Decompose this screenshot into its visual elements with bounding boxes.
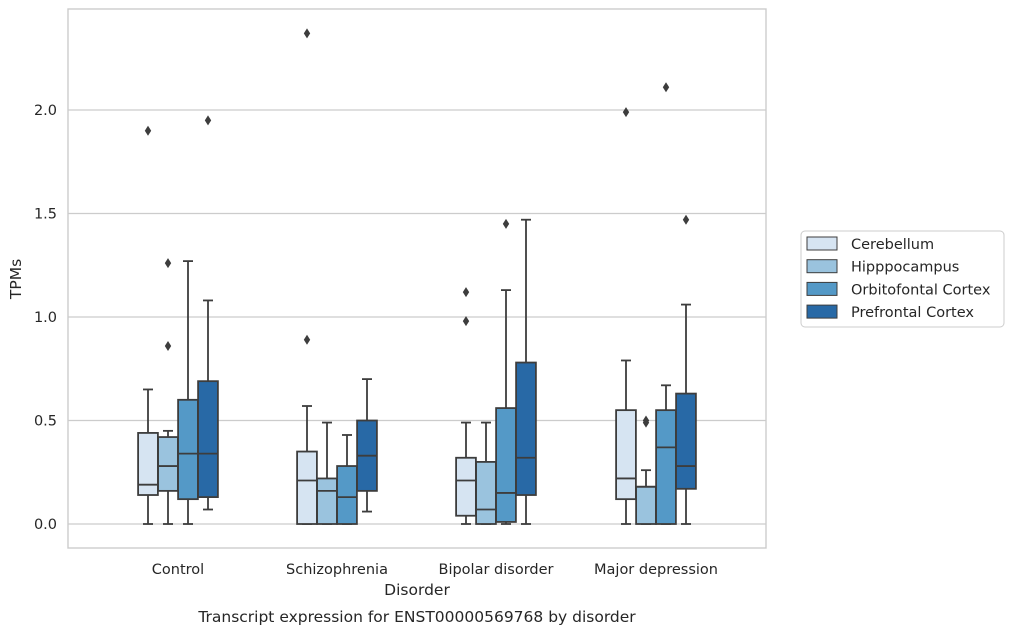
- box-orbitofontal-cortex: [336, 434, 358, 525]
- outlier-point: [622, 107, 630, 118]
- box-body: [137, 432, 159, 496]
- box-body: [296, 450, 318, 525]
- legend-label: Orbitofontal Cortex: [851, 282, 991, 298]
- legend-swatch: [806, 304, 838, 319]
- box-body: [157, 436, 179, 492]
- box-cerebellum: [137, 125, 159, 525]
- box-body: [197, 380, 219, 498]
- outlier-point: [642, 415, 650, 426]
- box-hipppocampus: [635, 415, 657, 525]
- legend: Cerebellum Hipppocampus Orbitofontal Corte…: [800, 230, 1005, 328]
- y-tick-label: 1.0: [34, 310, 57, 326]
- outlier-point: [462, 316, 470, 327]
- x-tick-label: Major depression: [594, 562, 718, 578]
- plot-area-frame: [67, 8, 767, 549]
- legend-swatch: [806, 259, 838, 274]
- outlier-point: [144, 125, 152, 136]
- box-body: [455, 456, 477, 517]
- x-axis-title: Disorder: [384, 581, 450, 599]
- box-prefrontal-cortex: [675, 214, 697, 525]
- legend-label: Hipppocampus: [851, 260, 959, 276]
- y-tick-label: 2.0: [34, 103, 57, 119]
- outlier-point: [462, 287, 470, 298]
- box-orbitofontal-cortex: [655, 82, 677, 525]
- y-tick-label: 0.5: [34, 414, 57, 430]
- chart-caption: Transcript expression for ENST0000056976…: [197, 608, 636, 626]
- legend-frame: [800, 230, 1005, 328]
- y-axis-title: TPMs: [7, 259, 25, 300]
- box-body: [655, 409, 677, 525]
- box-cerebellum: [455, 287, 477, 525]
- box-cerebellum: [615, 107, 637, 525]
- box-body: [635, 485, 657, 525]
- box-orbitofontal-cortex: [495, 218, 517, 525]
- x-tick-labels: Control Schizophrenia Bipolar disorder Majo…: [152, 562, 718, 578]
- outlier-point: [662, 82, 670, 93]
- outlier-point: [303, 28, 311, 39]
- x-tick-label: Control: [152, 562, 204, 578]
- box-prefrontal-cortex: [197, 115, 219, 511]
- y-tick-label: 0.0: [34, 517, 57, 533]
- box-prefrontal-cortex: [356, 378, 378, 513]
- box-hipppocampus: [316, 421, 338, 525]
- legend-label: Cerebellum: [851, 237, 934, 253]
- box-body: [615, 409, 637, 501]
- box-body: [475, 460, 497, 525]
- outlier-point: [164, 258, 172, 269]
- y-tick-labels: 0.0 0.5 1.0 1.5 2.0: [34, 103, 57, 533]
- box-body: [515, 361, 537, 496]
- box-body: [675, 392, 697, 490]
- box-prefrontal-cortex: [515, 218, 537, 525]
- outlier-point: [303, 334, 311, 345]
- outlier-point: [502, 218, 510, 229]
- box-body: [336, 465, 358, 525]
- legend-swatch: [806, 281, 838, 296]
- box-body: [495, 407, 517, 523]
- boxes-layer: [137, 28, 697, 525]
- outlier-point: [682, 214, 690, 225]
- box-orbitofontal-cortex: [177, 260, 199, 525]
- x-tick-label: Schizophrenia: [286, 562, 388, 578]
- legend-swatch: [806, 236, 838, 251]
- legend-label: Prefrontal Cortex: [851, 305, 974, 321]
- box-hipppocampus: [475, 421, 497, 525]
- box-body: [316, 477, 338, 525]
- box-body: [177, 398, 199, 501]
- outlier-point: [164, 340, 172, 351]
- outlier-point: [204, 115, 212, 126]
- y-tick-label: 1.5: [34, 207, 57, 223]
- x-tick-label: Bipolar disorder: [439, 562, 554, 578]
- box-hipppocampus: [157, 258, 179, 525]
